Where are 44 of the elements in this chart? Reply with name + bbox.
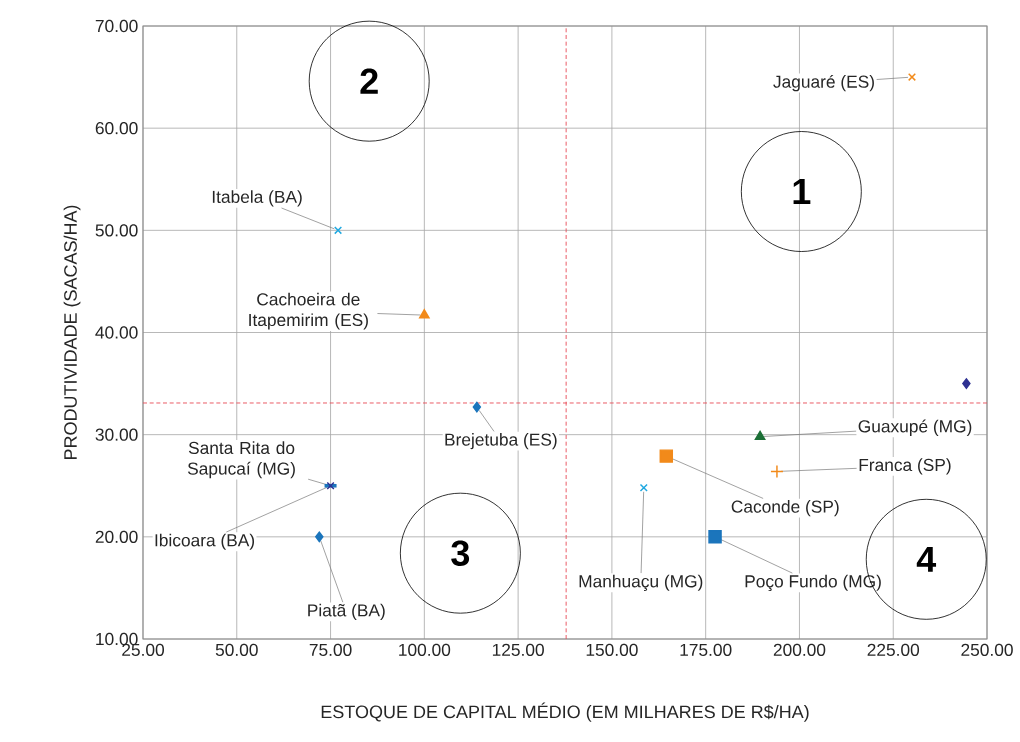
- annotation: 4: [916, 546, 937, 572]
- y-axis-title: PRODUTIVIDADE (SACAS/HA): [63, 205, 81, 460]
- text: Guaxupé (MG): [858, 419, 972, 436]
- text: Brejetuba (ES): [445, 433, 557, 450]
- point: [659, 449, 674, 463]
- point: [907, 73, 917, 82]
- annotation: 1: [793, 179, 811, 204]
- x-tick-label: 100.00: [399, 643, 451, 656]
- point: [315, 531, 324, 543]
- y-tick-label: 20.00: [95, 530, 138, 543]
- x-tick-label: 125.00: [492, 643, 544, 656]
- x-tick-label: 50.00: [215, 643, 258, 656]
- x-tick-label: 175.00: [680, 643, 732, 656]
- x-tick-label: 75.00: [309, 643, 352, 656]
- y-tick-label: 40.00: [95, 326, 138, 339]
- text: Itabela (BA): [212, 190, 302, 207]
- point: [708, 530, 722, 544]
- y-tick-label: 30.00: [95, 428, 138, 441]
- text: Cachoeira de Itapemirim (ES): [249, 292, 368, 330]
- text: Caconde (SP): [731, 500, 839, 517]
- x-axis-title: ESTOQUE DE CAPITAL MÉDIO (EM MILHARES DE R$/HA): [321, 702, 809, 722]
- text: Jaguaré (ES): [773, 74, 874, 92]
- point: [754, 430, 766, 441]
- x-tick-label: 200.00: [773, 643, 826, 656]
- point: [770, 464, 784, 479]
- text: Ibicoara (BA): [155, 533, 255, 550]
- point: [472, 401, 482, 413]
- series-label: Santa Rita do Sapucaí (MG): [187, 441, 295, 479]
- y-tick-label: 70.00: [95, 19, 138, 33]
- y-tick-label: 50.00: [95, 224, 138, 237]
- point: [418, 309, 430, 319]
- x-tick-label: 225.00: [867, 643, 920, 656]
- annotation: 3: [451, 540, 470, 566]
- text: Poço Fundo (MG): [745, 574, 881, 591]
- text: Piatã (BA): [308, 603, 385, 620]
- point: [334, 226, 343, 235]
- text: Franca (SP): [859, 458, 951, 475]
- y-tick-label: 60.00: [95, 122, 138, 135]
- x-tick-label: 250.00: [961, 643, 1013, 656]
- point: [962, 378, 971, 389]
- text: Manhuaçu (MG): [579, 574, 703, 591]
- point: [639, 483, 648, 492]
- annotation: 2: [360, 68, 378, 94]
- x-tick-label: 150.00: [586, 643, 638, 656]
